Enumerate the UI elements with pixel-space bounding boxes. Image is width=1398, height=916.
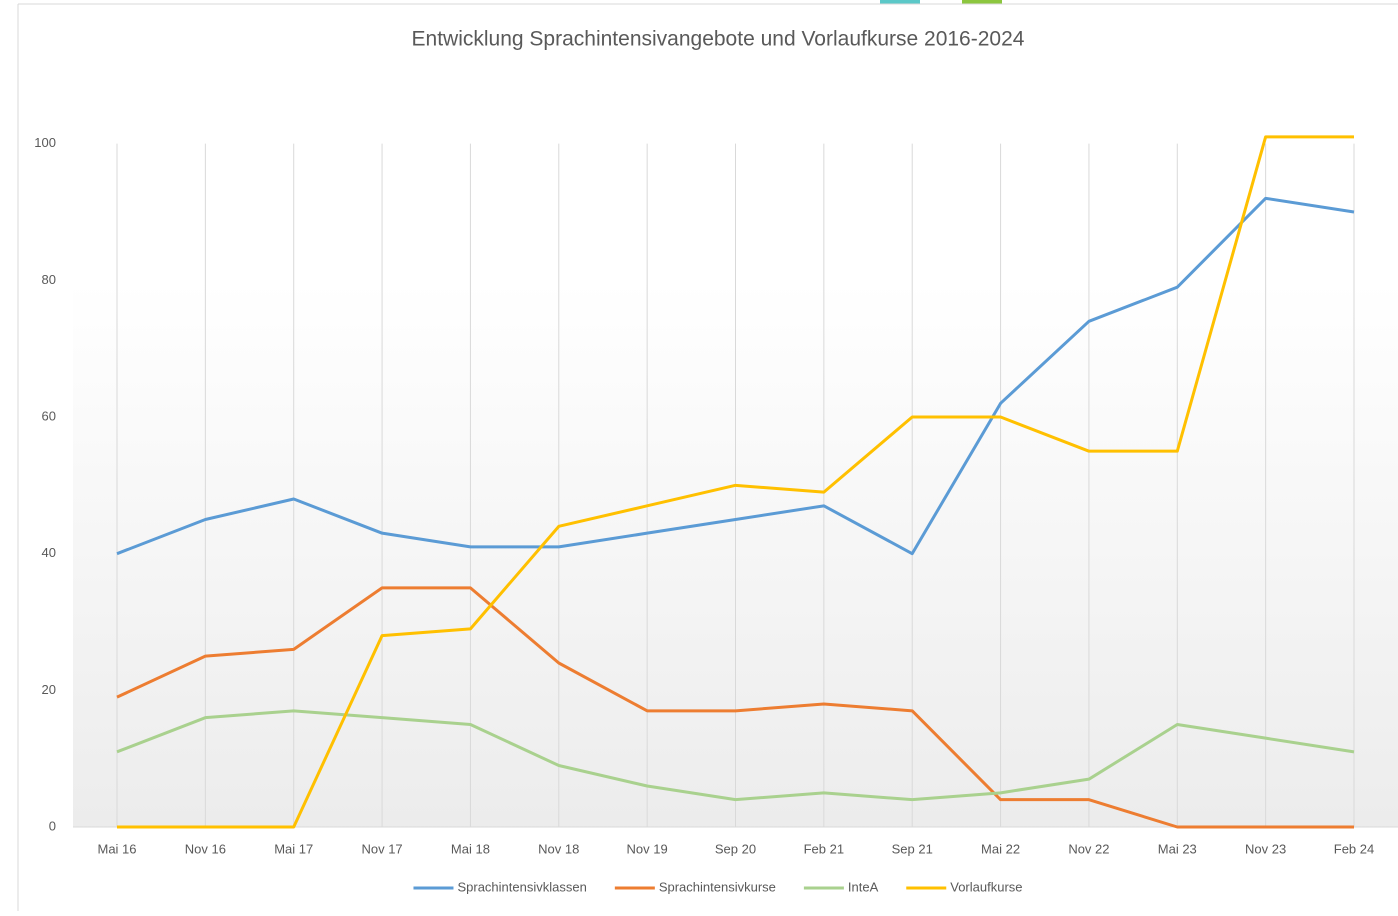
x-tick-label: Mai 18 (451, 841, 490, 856)
y-tick-label: 20 (42, 682, 56, 697)
y-tick-label: 0 (49, 818, 56, 833)
series-line (116, 709, 1355, 802)
x-tick-label: Nov 22 (1068, 841, 1109, 856)
x-tick-label: Sep 21 (892, 841, 933, 856)
x-tick-label: Nov 17 (361, 841, 402, 856)
legend-label: Sprachintensivkurse (659, 879, 776, 894)
legend-label: Vorlaufkurse (950, 879, 1022, 894)
legend-label: Sprachintensivklassen (457, 879, 586, 894)
y-tick-label: 40 (42, 545, 56, 560)
legend-label: InteA (848, 879, 879, 894)
x-tick-label: Mai 16 (97, 841, 136, 856)
x-tick-label: Mai 22 (981, 841, 1020, 856)
series-line (116, 196, 1355, 556)
series-line (117, 135, 1354, 829)
logo-fragment (880, 0, 920, 4)
x-tick-label: Nov 18 (538, 841, 579, 856)
series-line (116, 586, 1354, 829)
x-tick-label: Feb 21 (804, 841, 844, 856)
x-tick-label: Mai 23 (1158, 841, 1197, 856)
y-tick-label: 60 (42, 408, 56, 423)
x-tick-label: Feb 24 (1334, 841, 1374, 856)
logo-fragment (962, 0, 1002, 4)
x-tick-label: Sep 20 (715, 841, 756, 856)
x-tick-label: Mai 17 (274, 841, 313, 856)
chart-title: Entwicklung Sprachintensivangebote und V… (412, 28, 1025, 51)
y-tick-label: 80 (42, 272, 56, 287)
x-tick-label: Nov 16 (185, 841, 226, 856)
x-tick-label: Nov 23 (1245, 841, 1286, 856)
x-tick-label: Nov 19 (627, 841, 668, 856)
y-tick-label: 100 (34, 135, 56, 150)
